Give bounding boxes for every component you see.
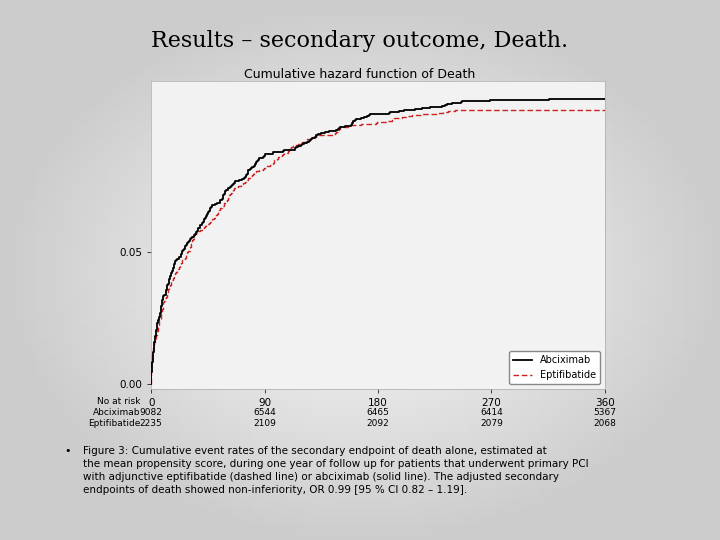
Line: Eptifibatide: Eptifibatide: [151, 110, 605, 383]
Abciximab: [545, 96, 554, 103]
Abciximab: [161, 291, 170, 297]
Text: 5367: 5367: [593, 408, 616, 417]
Text: 6414: 6414: [480, 408, 503, 417]
Text: 2068: 2068: [593, 418, 616, 428]
Text: 2109: 2109: [253, 418, 276, 428]
Text: Cumulative hazard function of Death: Cumulative hazard function of Death: [244, 68, 476, 80]
Abciximab: [600, 96, 609, 103]
Text: 2092: 2092: [366, 418, 390, 428]
Eptifibatide: [161, 294, 170, 300]
Text: 6465: 6465: [366, 408, 390, 417]
Abciximab: [254, 156, 263, 163]
Eptifibatide: [225, 193, 233, 200]
Text: Abciximab: Abciximab: [93, 408, 140, 417]
Abciximab: [199, 218, 208, 225]
Text: 2079: 2079: [480, 418, 503, 428]
Line: Abciximab: Abciximab: [151, 99, 605, 383]
Text: 2235: 2235: [140, 418, 163, 428]
Text: Figure 3: Cumulative event rates of the secondary endpoint of death alone, estim: Figure 3: Cumulative event rates of the …: [83, 446, 588, 495]
Eptifibatide: [261, 164, 269, 171]
Abciximab: [188, 234, 197, 241]
Text: Results – secondary outcome, Death.: Results – secondary outcome, Death.: [151, 30, 569, 52]
Legend: Abciximab, Eptifibatide: Abciximab, Eptifibatide: [509, 352, 600, 384]
Abciximab: [341, 124, 349, 130]
Abciximab: [224, 186, 233, 193]
Eptifibatide: [451, 107, 459, 113]
Text: Eptifibatide: Eptifibatide: [88, 418, 140, 428]
Text: 9082: 9082: [140, 408, 163, 417]
Eptifibatide: [315, 133, 323, 140]
Abciximab: [147, 380, 156, 387]
Eptifibatide: [188, 240, 197, 246]
Eptifibatide: [600, 107, 609, 113]
Text: 6544: 6544: [253, 408, 276, 417]
Eptifibatide: [200, 224, 209, 231]
Eptifibatide: [147, 380, 156, 387]
Text: No at risk: No at risk: [97, 397, 140, 406]
Text: •: •: [65, 446, 71, 456]
